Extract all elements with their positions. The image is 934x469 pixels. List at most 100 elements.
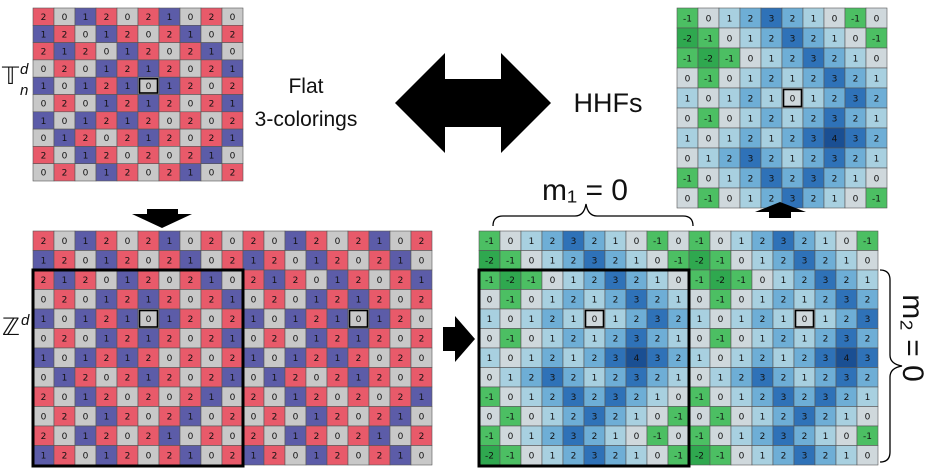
grid-cell-value: 0 xyxy=(251,296,257,306)
grid-cell-value: 2 xyxy=(676,354,682,364)
grid-cell-value: 1 xyxy=(125,276,131,286)
grid-cell-value: 2 xyxy=(62,65,68,75)
grid-cell-value: 2 xyxy=(832,94,838,104)
grid-cell-value: 2 xyxy=(571,374,577,384)
grid-cell xyxy=(221,163,244,182)
grid-cell-value: 1 xyxy=(571,315,577,325)
period-frame-height xyxy=(477,268,691,468)
grid-cell-value: -1 xyxy=(485,393,494,403)
grid-cell-value: -2 xyxy=(716,276,725,286)
grid-cell-value: 2 xyxy=(188,354,194,364)
grid-cell-value: 1 xyxy=(209,151,215,161)
grid-cell-value: 2 xyxy=(125,65,131,75)
grid-cell-value: -1 xyxy=(674,413,683,423)
grid-cell-value: 3 xyxy=(790,194,796,204)
grid-cell-value: 1 xyxy=(146,335,152,345)
grid-cell-value: 1 xyxy=(146,374,152,384)
grid-cell-value: 2 xyxy=(377,413,383,423)
grid-cell-value: 1 xyxy=(314,413,320,423)
grid-cell-value: 0 xyxy=(697,296,703,306)
grid-cell-value: 0 xyxy=(146,452,152,462)
grid-cell-value: 0 xyxy=(62,393,68,403)
grid-cell-value: 3 xyxy=(802,452,808,462)
grid-cell-value: 2 xyxy=(760,237,766,247)
grid-cell-value: 1 xyxy=(251,354,257,364)
grid-cell-value: 1 xyxy=(104,296,110,306)
grid-cell-value: 1 xyxy=(760,413,766,423)
grid-cell-value: 1 xyxy=(697,315,703,325)
grid-cell-value: 0 xyxy=(272,432,278,442)
torus-coloring-grid: 2 0 1 2 0 2 1 0 2 0 1 2 0 1 2 0 2 1 0 2 2 1 2 0 1 2 0 2 1 0 0 2 0 1 2 1 2 0 2 1… xyxy=(32,7,244,182)
grid-cell-value: 0 xyxy=(718,432,724,442)
grid-cell-value: 3 xyxy=(823,276,829,286)
grid-cell-value: 2 xyxy=(272,452,278,462)
grid-cell-value: 2 xyxy=(188,393,194,403)
grid-cell-value: 1 xyxy=(188,452,194,462)
grid-cell-value: 1 xyxy=(844,257,850,267)
grid-cell-value: 0 xyxy=(487,296,493,306)
grid-cell-value: 2 xyxy=(104,354,110,364)
grid-cell-value: 2 xyxy=(41,13,47,23)
grid-cell-value: 0 xyxy=(293,335,299,345)
grid-cell-value: 0 xyxy=(529,452,535,462)
grid-cell-value: 2 xyxy=(802,432,808,442)
grid-cell-value: 1 xyxy=(335,354,341,364)
torus-symbol: 𝕋 xyxy=(1,63,20,90)
grid-cell-value: 0 xyxy=(419,413,425,423)
grid-cell-value: 0 xyxy=(398,374,404,384)
grid-cell-value: 0 xyxy=(272,393,278,403)
hhfs-label: HHFs xyxy=(574,88,643,118)
grid-cell-value: 0 xyxy=(853,34,859,44)
grid-cell-value: 0 xyxy=(230,393,236,403)
grid-cell-value: 3 xyxy=(811,54,817,64)
grid-cell-value: 1 xyxy=(529,237,535,247)
grid-cell-value: 0 xyxy=(529,335,535,345)
grid-cell-value: 0 xyxy=(83,452,89,462)
grid-cell-value: 0 xyxy=(62,315,68,325)
grid-cell-value: 2 xyxy=(251,237,257,247)
grid-cell-value: 1 xyxy=(125,82,131,92)
grid-cell-value: 1 xyxy=(790,154,796,164)
grid-cell-value: -1 xyxy=(506,413,515,423)
grid-cell-value: 2 xyxy=(335,452,341,462)
grid-cell-value: 0 xyxy=(209,354,215,364)
grid-cell-value: 1 xyxy=(104,413,110,423)
grid-cell-value: -1 xyxy=(704,194,713,204)
grid-cell-value: 1 xyxy=(125,315,131,325)
grid-cell-value: 0 xyxy=(188,13,194,23)
grid-cell-value: -1 xyxy=(737,276,746,286)
grid-cell-value: 4 xyxy=(844,354,850,364)
grid-cell-value: 2 xyxy=(781,413,787,423)
grid-cell-value: 2 xyxy=(125,335,131,345)
grid-cell-value: 1 xyxy=(811,94,817,104)
grid-cell-value: 1 xyxy=(41,30,47,40)
grid-cell-value: 2 xyxy=(748,14,754,24)
grid-cell-value: 2 xyxy=(314,237,320,247)
grid-cell-value: 0 xyxy=(209,452,215,462)
grid-cell-value: 2 xyxy=(230,30,236,40)
grid-cell-value: 0 xyxy=(293,413,299,423)
grid-cell-value: 0 xyxy=(209,169,215,179)
grid-cell-value: 3 xyxy=(748,154,754,164)
grid-cell-value: 2 xyxy=(83,134,89,144)
grid-cell-value: 1 xyxy=(748,74,754,84)
grid-cell-value: 0 xyxy=(739,452,745,462)
grid-cell-value: 1 xyxy=(571,276,577,286)
grid-cell-value: 0 xyxy=(188,134,194,144)
grid-cell-value: -1 xyxy=(704,74,713,84)
grid-cell-value: 1 xyxy=(335,276,341,286)
grid-cell-value: 1 xyxy=(83,151,89,161)
grid-cell-value: 2 xyxy=(125,134,131,144)
grid-cell-value: 2 xyxy=(356,276,362,286)
grid-cell-value: 2 xyxy=(293,374,299,384)
grid-cell-value: 2 xyxy=(335,374,341,384)
grid-cell-value: 0 xyxy=(655,257,661,267)
grid-cell-value: 0 xyxy=(718,315,724,325)
grid-cell-value: 2 xyxy=(104,237,110,247)
grid-cell-value: 2 xyxy=(125,374,131,384)
grid-cell-value: 0 xyxy=(697,335,703,345)
grid-cell-value: -1 xyxy=(485,237,494,247)
grid-cell-value: 2 xyxy=(188,117,194,127)
grid-cell-value: 1 xyxy=(832,194,838,204)
grid-cell-value: 0 xyxy=(230,13,236,23)
